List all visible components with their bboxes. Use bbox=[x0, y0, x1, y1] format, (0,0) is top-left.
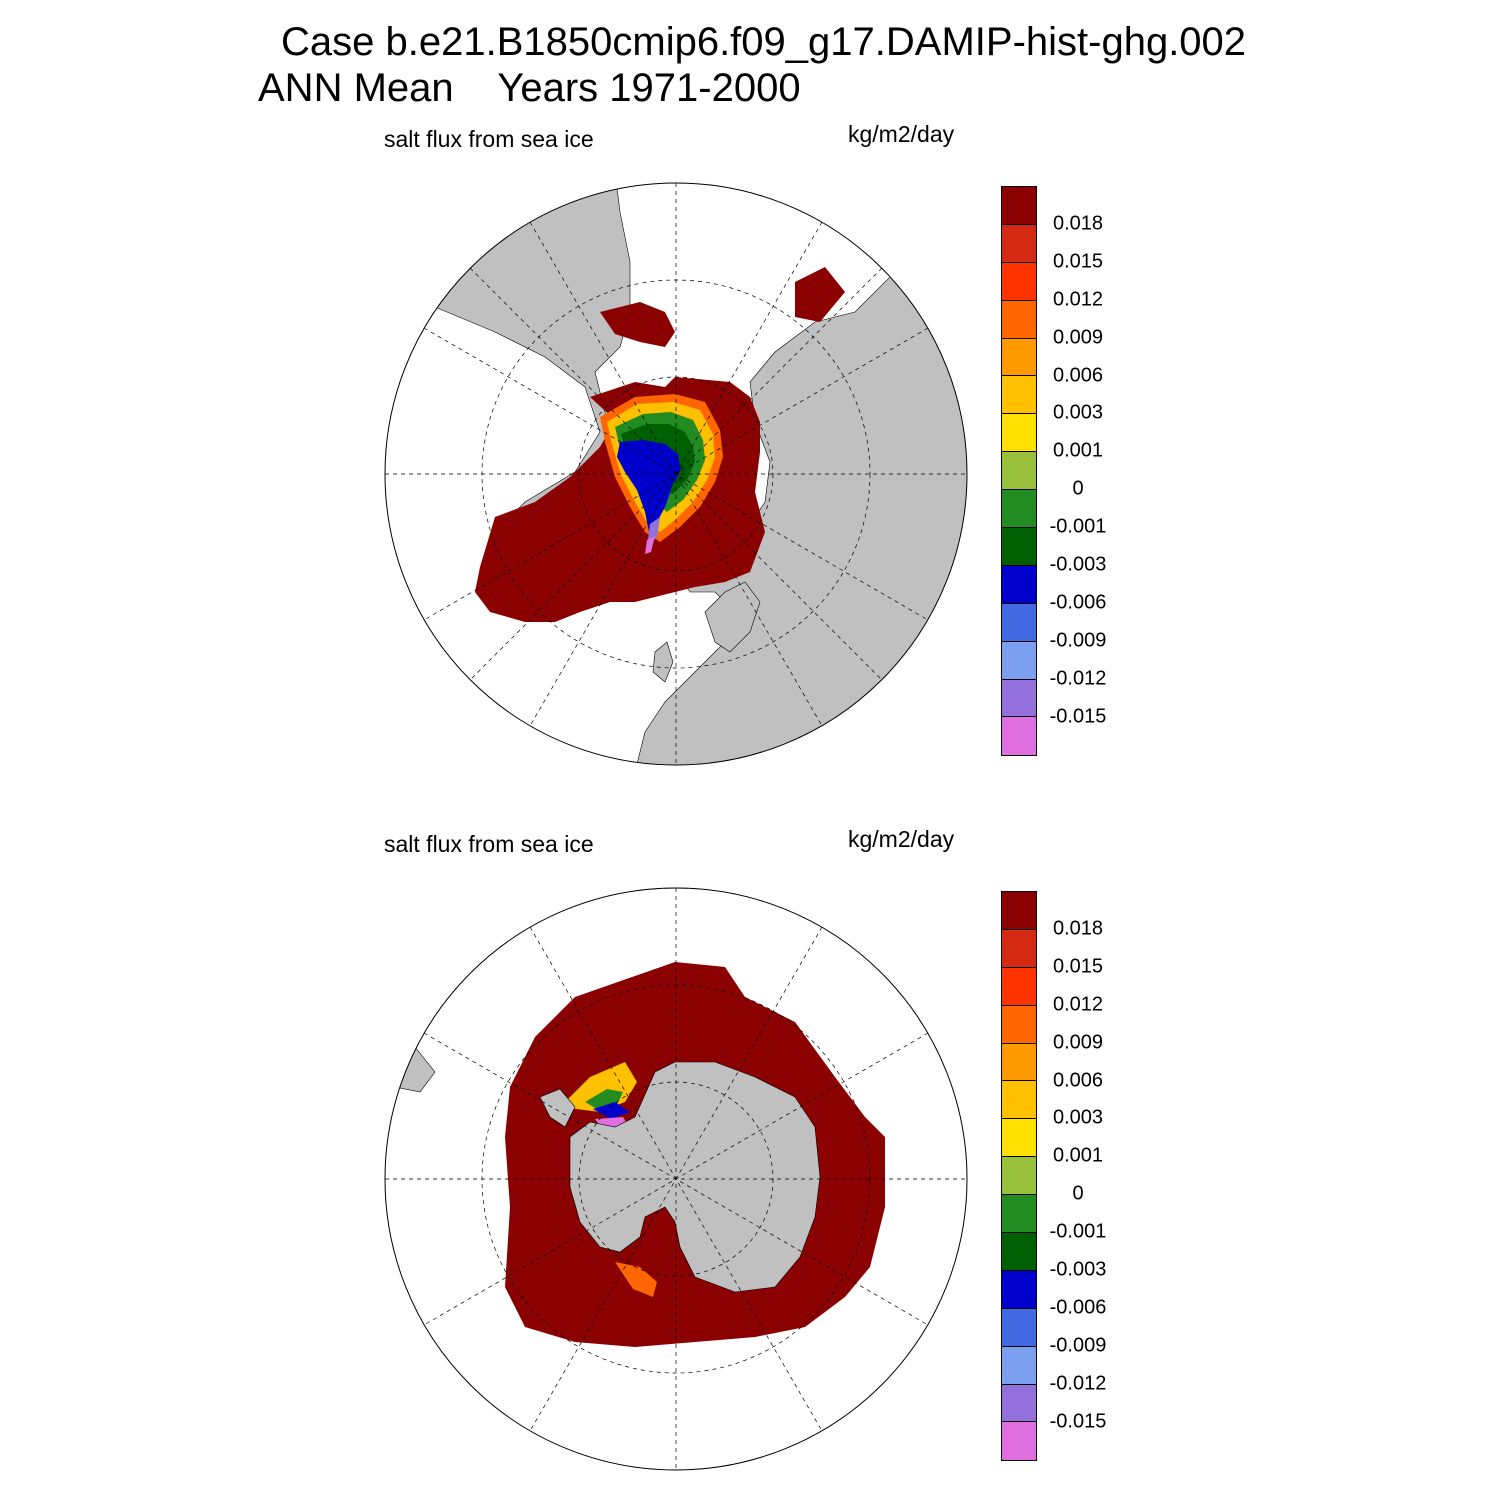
variable-label: salt flux from sea ice bbox=[384, 126, 594, 152]
salt-flux-orange-tongue bbox=[615, 1262, 657, 1297]
colorbar-tick-label: -0.003 bbox=[1049, 553, 1107, 576]
colorbar-swatch bbox=[1002, 1157, 1036, 1196]
colorbar-tick-label: 0.012 bbox=[1052, 993, 1104, 1016]
land-scandinavia bbox=[704, 581, 761, 653]
colorbar-swatch bbox=[1002, 376, 1036, 415]
land-antarctica bbox=[569, 1061, 821, 1293]
variable-label: salt flux from sea ice bbox=[384, 831, 594, 857]
graticule bbox=[385, 888, 967, 1470]
colorbar-swatch bbox=[1002, 1270, 1036, 1309]
colorbar-tick-label: 0.018 bbox=[1052, 917, 1104, 940]
south-polar-panel: salt flux from sea ice kg/m2/day bbox=[0, 705, 1500, 1471]
colorbar-tick-label: -0.012 bbox=[1049, 667, 1107, 690]
units-label: kg/m2/day bbox=[848, 826, 955, 852]
salt-flux-band-pink bbox=[645, 536, 655, 554]
units-label: kg/m2/day bbox=[848, 121, 955, 147]
colorbar-swatch bbox=[1002, 490, 1036, 529]
plot-title-line-1: Case b.e21.B1850cmip6.f09_g17.DAMIP-hist… bbox=[281, 20, 1247, 64]
colorbar-swatch bbox=[1002, 641, 1036, 680]
colorbar-tick-label: 0 bbox=[1072, 477, 1084, 500]
salt-flux-positive-region-2 bbox=[600, 302, 675, 347]
colorbar-swatch bbox=[1002, 262, 1036, 301]
colorbar-tick-label: -0.015 bbox=[1049, 1410, 1107, 1433]
colorbar-swatch bbox=[1002, 414, 1036, 453]
colorbar bbox=[1001, 891, 1037, 1462]
colorbar-tick-label: 0.009 bbox=[1052, 326, 1104, 349]
colorbar-swatch bbox=[1002, 1422, 1036, 1461]
salt-flux-band-blue bbox=[617, 440, 681, 537]
colorbar-swatch bbox=[1002, 892, 1036, 930]
colorbar-tick-label: -0.003 bbox=[1049, 1258, 1107, 1281]
colorbar-swatch bbox=[1002, 1384, 1036, 1423]
salt-flux-positive-region-3 bbox=[795, 267, 845, 322]
colorbar-swatch bbox=[1002, 452, 1036, 491]
colorbar-swatch bbox=[1002, 1005, 1036, 1044]
colorbar-swatch bbox=[1002, 1081, 1036, 1120]
land-antarctic-peninsula bbox=[539, 1088, 576, 1128]
north-polar-map bbox=[384, 182, 968, 766]
colorbar-tick-label: -0.009 bbox=[1049, 1334, 1107, 1357]
land-uk bbox=[652, 641, 674, 683]
south-polar-map bbox=[384, 887, 968, 1471]
colorbar-tick-label: -0.006 bbox=[1049, 591, 1107, 614]
colorbar-swatch bbox=[1002, 528, 1036, 566]
colorbar-tick-label: -0.001 bbox=[1049, 515, 1107, 538]
colorbar-tick-label: 0.006 bbox=[1052, 1069, 1104, 1091]
plot-title-line-2: ANN Mean Years 1971-2000 bbox=[258, 66, 801, 110]
colorbar-swatch bbox=[1002, 224, 1036, 263]
salt-flux-weddell-blue bbox=[593, 1102, 630, 1119]
land-africa-tip bbox=[934, 906, 967, 968]
colorbar-tick-label: -0.009 bbox=[1049, 629, 1107, 652]
colorbar-tick-label: 0.015 bbox=[1052, 250, 1104, 273]
colorbar-tick-label: -0.001 bbox=[1049, 1220, 1107, 1243]
colorbar-swatch bbox=[1002, 1346, 1036, 1385]
colorbar-swatch bbox=[1002, 1308, 1036, 1347]
colorbar-swatch bbox=[1002, 929, 1036, 968]
colorbar-tick-label: -0.006 bbox=[1049, 1296, 1107, 1319]
colorbar-swatch bbox=[1002, 603, 1036, 642]
colorbar-swatch bbox=[1002, 679, 1036, 718]
colorbar-tick-label: -0.012 bbox=[1049, 1372, 1107, 1395]
north-polar-panel: salt flux from sea ice kg/m2/day bbox=[0, 0, 1500, 766]
colorbar-tick-label: 0.006 bbox=[1052, 364, 1104, 386]
colorbar-swatch bbox=[1002, 565, 1036, 604]
colorbar-swatch bbox=[1002, 300, 1036, 339]
colorbar-tick-label: -0.015 bbox=[1049, 705, 1107, 728]
colorbar bbox=[1001, 186, 1037, 757]
colorbar-swatch bbox=[1002, 338, 1036, 377]
colorbar-swatch bbox=[1002, 1119, 1036, 1158]
colorbar-tick-label: 0.001 bbox=[1052, 439, 1104, 462]
colorbar-tick-label: 0.018 bbox=[1052, 212, 1104, 235]
colorbar-swatch bbox=[1002, 1043, 1036, 1082]
colorbar-tick-label: 0.003 bbox=[1052, 401, 1104, 424]
colorbar-tick-label: 0.003 bbox=[1052, 1106, 1104, 1129]
colorbar-swatch bbox=[1002, 717, 1036, 756]
graticule bbox=[385, 183, 967, 765]
colorbar-swatch bbox=[1002, 187, 1036, 225]
colorbar-swatch bbox=[1002, 1195, 1036, 1234]
colorbar-swatch bbox=[1002, 967, 1036, 1006]
colorbar-swatch bbox=[1002, 1233, 1036, 1271]
colorbar-tick-label: 0.009 bbox=[1052, 1031, 1104, 1054]
colorbar-tick-label: 0.012 bbox=[1052, 288, 1104, 311]
colorbar-tick-label: 0 bbox=[1072, 1182, 1084, 1205]
colorbar-tick-label: 0.001 bbox=[1052, 1144, 1104, 1167]
colorbar-tick-label: 0.015 bbox=[1052, 955, 1104, 978]
